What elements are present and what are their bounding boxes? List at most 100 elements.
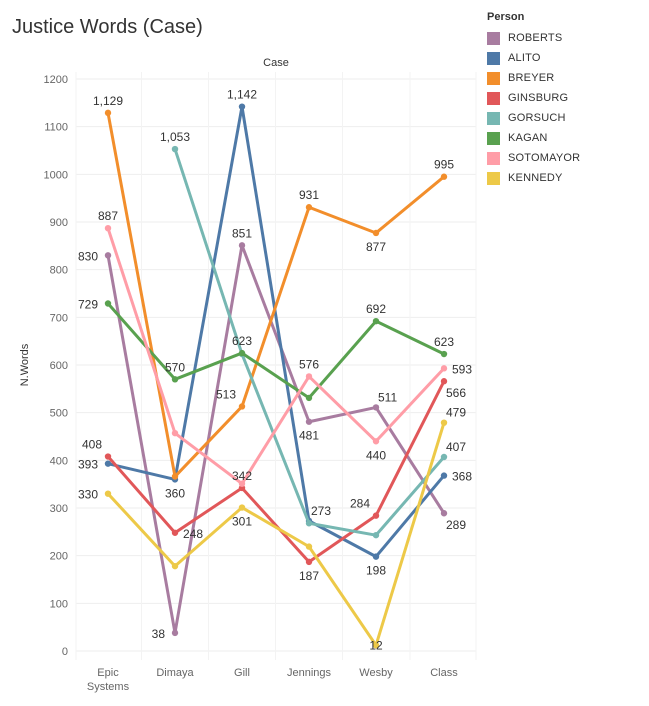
- legend-item-alito[interactable]: ALITO: [487, 48, 642, 68]
- data-point-gorsuch: [305, 520, 313, 527]
- x-tick-label: Gill: [234, 667, 250, 679]
- data-label: 248: [183, 527, 203, 541]
- data-point-roberts: [104, 252, 112, 259]
- data-label: 830: [78, 249, 98, 263]
- legend-title: Person: [487, 11, 525, 23]
- data-point-kagan: [171, 376, 179, 383]
- data-point-alito: [372, 553, 380, 560]
- y-tick-label: 200: [50, 551, 68, 563]
- y-tick-label: 1200: [44, 74, 68, 86]
- data-point-kennedy: [305, 543, 313, 550]
- data-label: 995: [434, 158, 454, 172]
- data-point-ginsburg: [104, 453, 112, 460]
- legend-swatch: [487, 91, 500, 105]
- data-point-sotomayor: [305, 373, 313, 380]
- data-label: 12: [369, 638, 383, 652]
- data-point-sotomayor: [372, 438, 380, 445]
- legend-label: ALITO: [508, 52, 541, 64]
- legend-label: GORSUCH: [508, 112, 566, 124]
- data-point-kagan: [440, 350, 448, 358]
- data-label: 1,142: [227, 88, 257, 102]
- data-label: 393: [78, 458, 98, 472]
- series-line-kagan: [106, 302, 446, 400]
- x-tick-label: Dimaya: [156, 667, 194, 679]
- x-tick-label: Wesby: [359, 667, 393, 679]
- y-tick-label: 1100: [44, 122, 68, 134]
- legend-item-breyer[interactable]: BREYER: [487, 68, 642, 88]
- data-label: 289: [446, 518, 466, 532]
- y-tick-label: 100: [50, 598, 68, 610]
- data-point-ginsburg: [440, 378, 448, 385]
- data-label: 513: [216, 387, 236, 401]
- data-point-kennedy: [238, 504, 246, 511]
- data-label: 623: [434, 335, 454, 349]
- data-label: 284: [350, 497, 370, 511]
- legend-swatch: [487, 71, 500, 85]
- data-label: 301: [232, 515, 252, 529]
- data-point-ginsburg: [171, 529, 179, 536]
- legend-swatch: [487, 31, 500, 45]
- legend-label: ROBERTS: [508, 32, 563, 44]
- y-tick-label: 900: [50, 217, 68, 229]
- legend-label: GINSBURG: [508, 92, 569, 104]
- data-label: 479: [446, 406, 466, 420]
- data-point-breyer: [238, 403, 246, 410]
- y-tick-label: 800: [50, 265, 68, 277]
- y-axis-ticks: 0 100 200 300 400 500 600 700 800 900 1000 1100 1200: [44, 74, 68, 658]
- y-axis-title: N.Words: [19, 343, 31, 386]
- data-point-alito: [104, 460, 112, 467]
- data-label: 877: [366, 240, 386, 254]
- data-point-breyer: [171, 473, 179, 480]
- data-point-roberts: [372, 404, 380, 411]
- x-tick-label: Jennings: [287, 667, 332, 679]
- y-tick-label: 600: [50, 360, 68, 372]
- data-point-breyer: [372, 229, 380, 237]
- data-label: 198: [366, 564, 386, 578]
- series-line-kennedy: [106, 421, 446, 647]
- x-axis-ticks: Epic Systems Dimaya Gill Jennings Wesby Class: [87, 667, 458, 693]
- series-line-alito: [106, 105, 446, 559]
- legend-swatch: [487, 171, 500, 185]
- data-point-sotomayor: [171, 429, 179, 437]
- data-point-sotomayor: [104, 224, 112, 232]
- legend-label: SOTOMAYOR: [508, 152, 581, 164]
- legend-label: KAGAN: [508, 132, 548, 144]
- data-label: 273: [311, 504, 331, 518]
- legend-items: ROBERTS ALITO BREYER GINSBURG GORSUCH KAGAN SO…: [487, 28, 642, 188]
- y-tick-label: 500: [50, 408, 68, 420]
- y-tick-label: 1000: [44, 169, 68, 181]
- data-label: 570: [165, 360, 185, 374]
- series-line-ginsburg: [106, 379, 446, 564]
- data-point-alito: [238, 103, 246, 110]
- data-label: 729: [78, 298, 98, 312]
- x-tick-label: Epic: [97, 667, 119, 679]
- data-label: 330: [78, 488, 98, 502]
- series-lines: [104, 103, 448, 649]
- y-tick-label: 700: [50, 312, 68, 324]
- data-point-roberts: [171, 629, 179, 637]
- data-point-breyer: [440, 173, 448, 180]
- series-line-roberts: [106, 243, 446, 635]
- legend-item-kagan[interactable]: KAGAN: [487, 128, 642, 148]
- data-point-roberts: [305, 418, 313, 425]
- data-label: 623: [232, 334, 252, 348]
- legend-item-kennedy[interactable]: KENNEDY: [487, 168, 642, 188]
- data-point-sotomayor: [238, 480, 246, 487]
- legend-item-ginsburg[interactable]: GINSBURG: [487, 88, 642, 108]
- legend-swatch: [487, 111, 500, 125]
- data-point-gorsuch: [372, 531, 380, 539]
- legend-item-gorsuch[interactable]: GORSUCH: [487, 108, 642, 128]
- data-point-kennedy: [440, 419, 448, 426]
- legend-swatch: [487, 151, 500, 165]
- data-label: 368: [452, 470, 472, 484]
- data-label: 931: [299, 188, 319, 202]
- legend-item-sotomayor[interactable]: SOTOMAYOR: [487, 148, 642, 168]
- legend-item-roberts[interactable]: ROBERTS: [487, 28, 642, 48]
- x-tick-label: Class: [430, 667, 458, 679]
- data-point-ginsburg: [305, 558, 313, 566]
- data-point-roberts: [238, 242, 246, 249]
- data-label: 1,129: [93, 94, 123, 108]
- legend-swatch: [487, 51, 500, 65]
- data-label: 692: [366, 302, 386, 316]
